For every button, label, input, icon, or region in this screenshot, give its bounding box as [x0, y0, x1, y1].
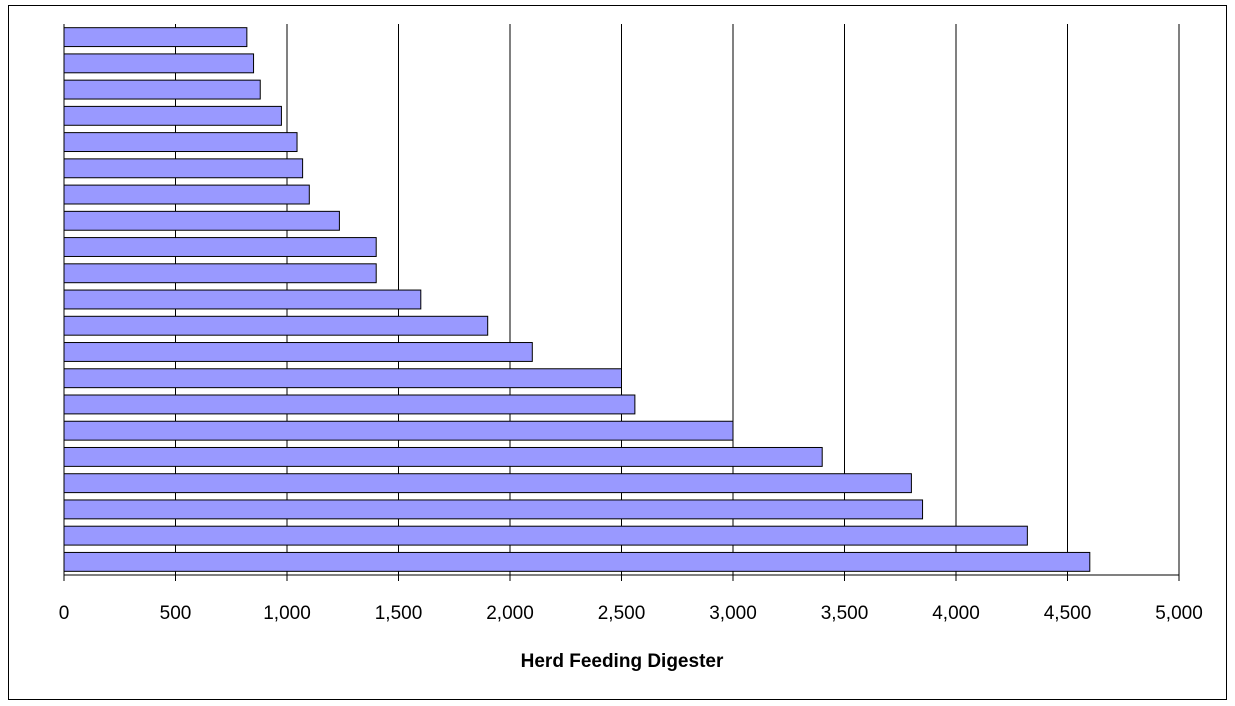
bar [63, 289, 422, 310]
x-tick-label: 2,500 [598, 603, 646, 624]
bar [63, 53, 255, 74]
x-tick-label: 0 [59, 603, 70, 624]
bar [63, 79, 261, 100]
bar [63, 184, 310, 205]
x-tick-label: 1,000 [263, 603, 311, 624]
bar [63, 473, 912, 494]
x-tick-label: 500 [160, 603, 192, 624]
bar [63, 263, 377, 284]
bar [63, 237, 377, 257]
x-axis-title: Herd Feeding Digester [521, 651, 724, 672]
bar [63, 525, 1028, 546]
bar [63, 394, 636, 415]
bar [63, 420, 734, 441]
x-tick-label: 4,000 [932, 603, 980, 624]
x-tick-label: 3,000 [709, 603, 757, 624]
bar [63, 551, 1091, 572]
bar [63, 315, 489, 336]
bar [63, 446, 823, 467]
bar [63, 27, 248, 48]
x-tick-label: 4,500 [1044, 603, 1092, 624]
x-tick-label: 1,500 [375, 603, 423, 624]
x-tick-label: 5,000 [1155, 603, 1203, 624]
bar [63, 342, 533, 362]
bar [63, 368, 622, 389]
bar [63, 105, 282, 126]
x-tick-label: 3,500 [821, 603, 869, 624]
bar [63, 158, 304, 179]
bar [63, 499, 924, 520]
bar [63, 210, 340, 231]
bar [63, 132, 298, 153]
x-tick-label: 2,000 [486, 603, 534, 624]
